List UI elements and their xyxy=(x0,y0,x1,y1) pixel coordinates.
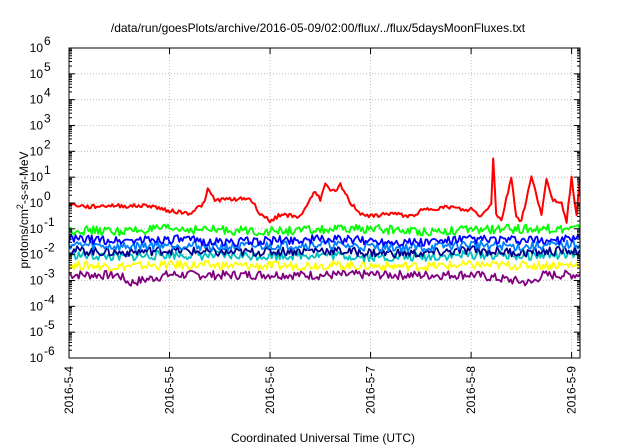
y-tick-exponent: -2 xyxy=(44,241,55,255)
x-tick-labels: 2016-5-4 2016-5-5 2016-5-6 2016-5-7 2016-5-8… xyxy=(62,366,579,414)
y-tick-label: 10 xyxy=(30,93,44,107)
series-line xyxy=(68,157,581,224)
series-line xyxy=(68,245,581,259)
series-line xyxy=(68,249,581,263)
y-tick-label: 10 xyxy=(30,119,44,133)
x-tick-label: 2016-5-8 xyxy=(464,366,478,414)
y-tick-exponent: 1 xyxy=(44,163,51,177)
x-tick-label: 2016-5-5 xyxy=(163,366,177,414)
y-tick-exponent: -6 xyxy=(44,344,55,358)
y-tick-exponent: 0 xyxy=(44,189,51,203)
x-tick-label: 2016-5-4 xyxy=(62,366,76,414)
ticks xyxy=(68,47,580,359)
y-tick-label: 10 xyxy=(30,196,44,210)
y-tick-exponent: 2 xyxy=(44,137,51,151)
grid xyxy=(68,47,580,359)
y-tick-exponent: 6 xyxy=(44,34,51,48)
y-tick-exponent: -4 xyxy=(44,292,55,306)
series-line xyxy=(68,223,581,237)
y-tick-label: 10 xyxy=(30,222,44,236)
series-line xyxy=(68,269,581,287)
y-tick-label: 10 xyxy=(30,41,44,55)
x-tick-label: 2016-5-6 xyxy=(263,366,277,414)
y-tick-label: 10 xyxy=(30,144,44,158)
y-tick-exponent: -3 xyxy=(44,267,55,281)
y-axis-label: protons/cm2-s-sr-MeV xyxy=(15,151,31,268)
y-tick-label: 10 xyxy=(30,299,44,313)
x-tick-label: 2016-5-7 xyxy=(364,366,378,414)
y-tick-label: 10 xyxy=(30,351,44,365)
x-axis-label: Coordinated Universal Time (UTC) xyxy=(231,431,415,445)
y-tick-label: 10 xyxy=(30,170,44,184)
series-line xyxy=(68,233,581,247)
y-tick-exponent: -5 xyxy=(44,318,55,332)
chart-title: /data/run/goesPlots/archive/2016-05-09/0… xyxy=(111,21,526,35)
y-tick-label: 10 xyxy=(30,274,44,288)
series-group xyxy=(68,157,581,287)
y-tick-label: 10 xyxy=(30,325,44,339)
y-tick-label: 10 xyxy=(30,67,44,81)
y-tick-exponent: 4 xyxy=(44,86,51,100)
x-tick-label: 2016-5-9 xyxy=(565,366,579,414)
y-tick-exponent: 3 xyxy=(44,112,51,126)
y-tick-exponent: -1 xyxy=(44,215,55,229)
y-tick-labels: 10 -610 -510 -410 -310 -210 -110 010 110 210 310 41… xyxy=(30,34,55,365)
y-tick-exponent: 5 xyxy=(44,60,51,74)
series-line xyxy=(68,259,581,272)
y-tick-label: 10 xyxy=(30,248,44,262)
